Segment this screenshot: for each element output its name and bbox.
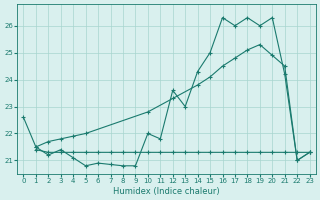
- X-axis label: Humidex (Indice chaleur): Humidex (Indice chaleur): [113, 187, 220, 196]
